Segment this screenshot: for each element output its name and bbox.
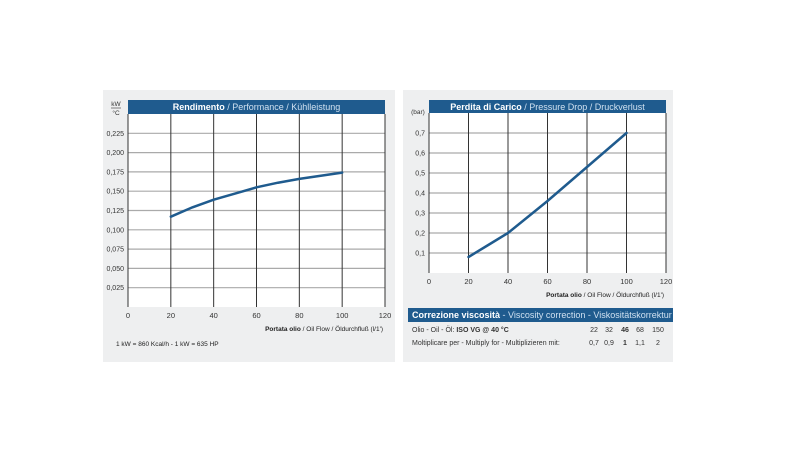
y-tick-label: 0,150 [106,189,124,196]
x-tick-label: 0 [126,311,130,320]
x-tick-label: 120 [660,277,673,286]
y-tick-label: 0,175 [106,169,124,176]
y-tick-label: 0,100 [106,227,124,234]
y-tick-label: 0,075 [106,247,124,254]
viscosity-value: 150 [652,327,664,334]
viscosity-value: 1 [623,340,627,347]
y-tick-label: 0,1 [415,251,425,258]
x-tick-label: 60 [252,311,260,320]
y-tick-label: 0,4 [415,191,425,198]
y-tick-label: 0,3 [415,211,425,218]
performance-title: Rendimento / Performance / Kühlleistung [128,100,385,114]
viscosity-value: 22 [590,327,598,334]
x-tick-label: 80 [583,277,591,286]
x-axis-label: Portata olio / Oil Flow / Öldurchfluß (l… [546,291,664,299]
y-unit-bottom: °C [112,109,120,117]
x-tick-label: 20 [167,311,175,320]
x-axis-label: Portata olio / Oil Flow / Öldurchfluß (l… [265,325,383,333]
y-tick-label: 0,5 [415,171,425,178]
viscosity-value: 68 [636,327,644,334]
y-tick-label: 0,6 [415,151,425,158]
x-tick-label: 60 [543,277,551,286]
viscosity-row-oil: Olio - Oil - Öl: ISO VG @ 40 °C [412,327,509,334]
y-tick-label: 0,225 [106,131,124,138]
viscosity-value: 2 [656,340,660,347]
y-tick-label: 0,7 [415,131,425,138]
x-tick-label: 20 [464,277,472,286]
viscosity-value: 1,1 [635,340,645,347]
y-tick-label: 0,200 [106,150,124,157]
viscosity-title: Correzione viscosità - Viscosity correct… [408,308,673,322]
y-tick-label: 0,050 [106,266,124,273]
y-tick-label: 0,125 [106,208,124,215]
x-tick-label: 0 [427,277,431,286]
viscosity-value: 46 [621,327,629,334]
y-unit-top: kW [111,101,121,108]
x-tick-label: 100 [336,311,349,320]
y-tick-label: 0,025 [106,285,124,292]
viscosity-row-multiply: Moltiplicare per - Multiply for - Multip… [412,340,560,347]
x-tick-label: 40 [209,311,217,320]
x-tick-label: 80 [295,311,303,320]
viscosity-value: 0,7 [589,340,599,347]
unit-conversion-note: 1 kW = 860 Kcal/h - 1 kW = 635 HP [116,341,219,348]
x-tick-label: 100 [620,277,633,286]
y-unit: (bar) [411,109,425,116]
viscosity-value: 32 [605,327,613,334]
viscosity-value: 0,9 [604,340,614,347]
x-tick-label: 40 [504,277,512,286]
pressure-title: Perdita di Carico / Pressure Drop / Druc… [429,100,666,114]
x-tick-label: 120 [379,311,392,320]
y-tick-label: 0,2 [415,231,425,238]
